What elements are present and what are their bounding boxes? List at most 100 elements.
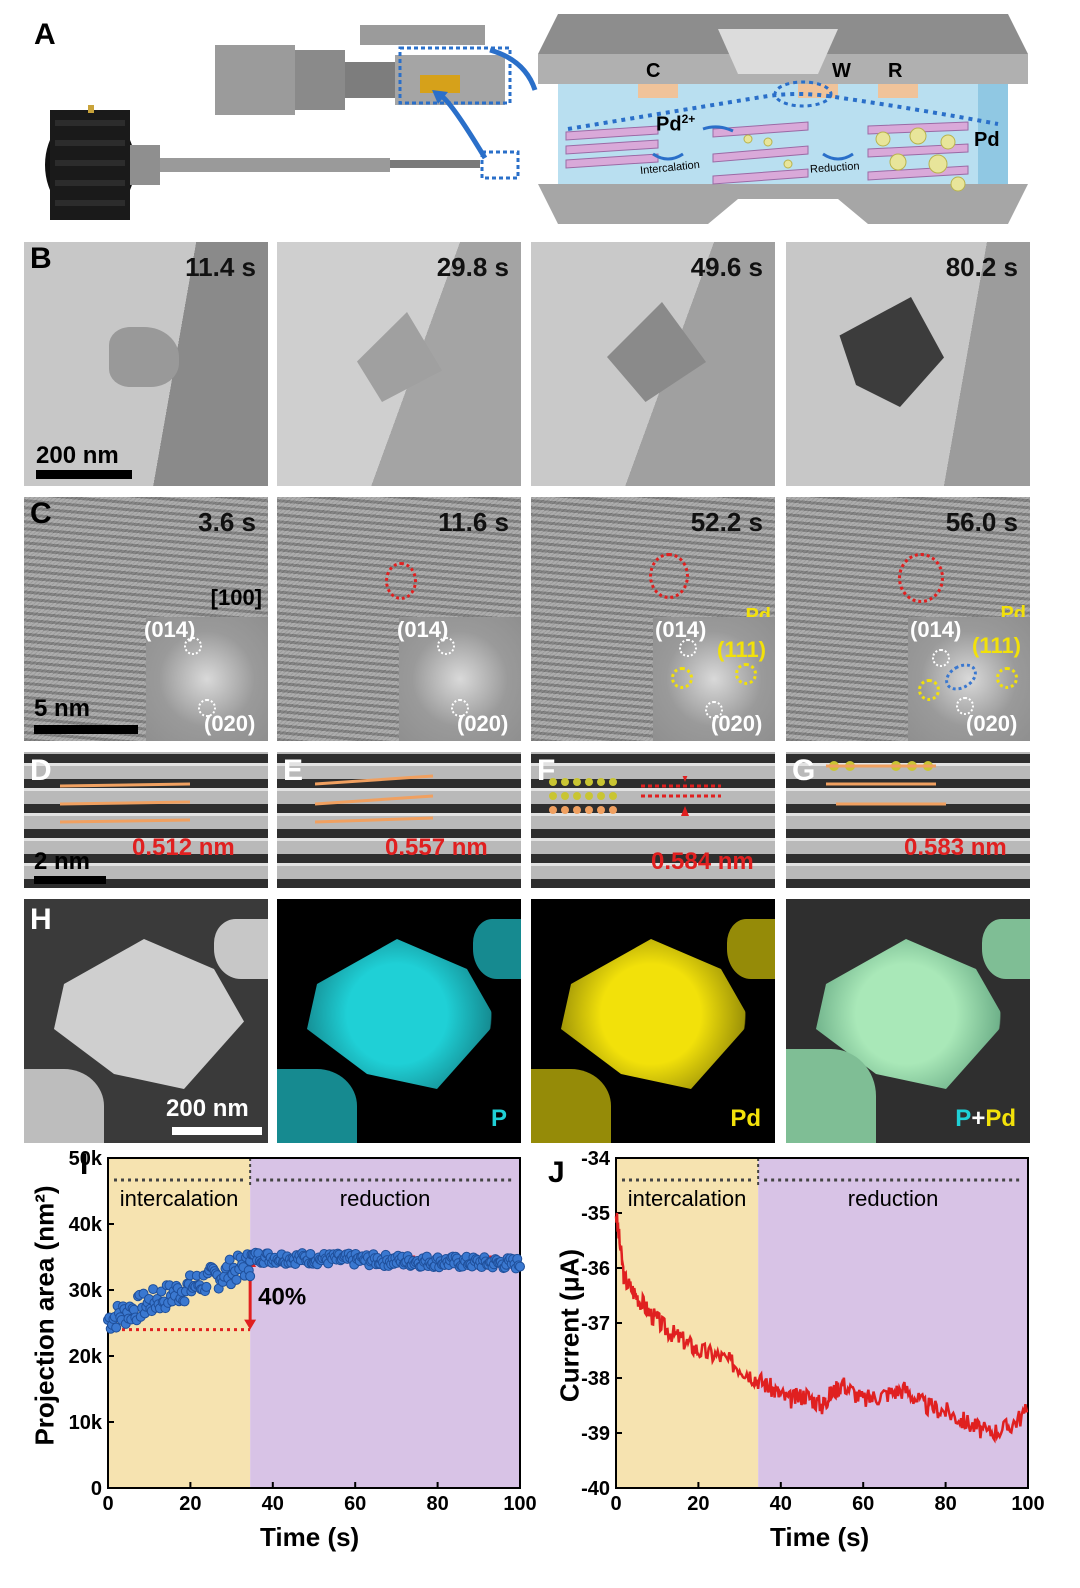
holder-illustration — [45, 25, 538, 220]
tem-b-1: B 11.4 s 200 nm — [24, 242, 268, 486]
atom-overlay — [315, 774, 434, 824]
arrow-head — [244, 1319, 257, 1330]
time-label: 11.4 s — [185, 252, 256, 282]
fft-inset — [146, 617, 268, 741]
x-tick-label: 20 — [179, 1493, 201, 1515]
fringe-g: G 0.583 nm — [786, 752, 1030, 888]
fringe-e: E 0.557 nm — [277, 752, 521, 888]
fft-inset — [653, 617, 775, 741]
particle — [839, 297, 944, 407]
hrtem-c-1: C 3.6 s [100] (014) (020) 5 nm — [24, 497, 268, 741]
panel-label-b: B — [30, 242, 52, 275]
data-point — [515, 1261, 525, 1272]
time-label: 3.6 s — [198, 507, 256, 537]
time-label: 80.2 s — [945, 252, 1018, 282]
ion-label: Pd2+ — [656, 112, 696, 136]
time-label: 49.6 s — [690, 252, 763, 282]
haadf-image: H 200 nm — [24, 899, 268, 1143]
panel-label-d: D — [30, 754, 52, 787]
nucleus-marker — [385, 562, 417, 600]
zone-axis-label: [100] — [210, 585, 262, 610]
x-tick-label: 100 — [1011, 1493, 1044, 1515]
spot-111-label: (111) — [972, 633, 1021, 658]
spot-014-label: (014) — [397, 617, 449, 642]
region-label: intercalation — [120, 1186, 239, 1211]
eds-map-overlay: P+Pd — [786, 899, 1030, 1143]
y-tick-label: -36 — [581, 1258, 610, 1280]
region-reduction — [250, 1158, 520, 1488]
x-tick-label: 0 — [102, 1493, 113, 1515]
x-tick-label: 40 — [262, 1493, 284, 1515]
nucleus-marker — [649, 553, 689, 599]
element-label-pd: Pd — [730, 1105, 761, 1132]
d-spacing-label: 0.512 nm — [132, 834, 235, 861]
cell-body — [538, 14, 1028, 224]
y-tick-label: 0 — [91, 1478, 102, 1500]
y-tick-label: 30k — [69, 1280, 103, 1302]
region-label: reduction — [340, 1186, 431, 1211]
panel-label-i: I — [80, 1148, 89, 1181]
x-tick-label: 60 — [852, 1493, 874, 1515]
electrode-r-label: R — [888, 60, 903, 82]
scale-bar — [172, 1127, 262, 1135]
particle — [109, 327, 179, 387]
y-tick-label: -39 — [581, 1423, 610, 1445]
data-point — [231, 1274, 242, 1285]
y-tick-label: -37 — [581, 1313, 610, 1335]
data-point — [305, 1248, 316, 1259]
chart-i-xlabel: Time (s) — [260, 1522, 360, 1552]
x-tick-label: 80 — [934, 1493, 956, 1515]
time-label: 11.6 s — [438, 507, 509, 537]
x-tick-label: 20 — [687, 1493, 709, 1515]
chart-i-plot: intercalation reduction 0 20 40 60 80 100 0 10k 20… — [69, 1150, 537, 1515]
scale-bar — [34, 725, 138, 734]
y-tick-label: 50k — [69, 1150, 103, 1170]
panel-label-e: E — [283, 754, 304, 787]
percent-annotation: 40% — [258, 1284, 306, 1311]
x-tick-label: 80 — [426, 1493, 448, 1515]
scale-bar — [36, 470, 132, 479]
data-point — [201, 1281, 212, 1292]
current-series-line — [614, 1212, 1029, 1444]
panel-label-a: A — [34, 18, 56, 51]
scale-label: 200 nm — [166, 1095, 249, 1122]
spot-020-label: (020) — [711, 711, 763, 736]
atom-overlay — [60, 782, 191, 824]
data-point — [148, 1284, 159, 1295]
data-point — [156, 1286, 167, 1297]
y-tick-label: -38 — [581, 1368, 610, 1390]
x-tick-label: 40 — [770, 1493, 792, 1515]
liquid-cell-schematic: C W R Pd2+ Pd Intercalation Reduction — [538, 14, 1028, 224]
d-spacing-label: 0.584 nm — [651, 848, 754, 875]
region-label: reduction — [848, 1186, 939, 1211]
data-point — [245, 1271, 256, 1282]
panel-label-c: C — [30, 497, 52, 530]
tem-b-3: 49.6 s — [531, 242, 775, 486]
metal-label: Pd — [974, 129, 1000, 151]
spot-014-label: (014) — [655, 617, 707, 642]
chart-j-plot: intercalation reduction 0 20 40 60 80 100 -34 -35… — [581, 1150, 1045, 1515]
particle — [54, 939, 244, 1089]
tem-b-4: 80.2 s — [786, 242, 1030, 486]
fringe-f: F 0.584 nm — [531, 752, 775, 888]
spot-014-label: (014) — [144, 617, 196, 642]
tem-b-2: 29.8 s — [277, 242, 521, 486]
spot-014-label: (014) — [910, 617, 962, 642]
atom-overlay — [549, 776, 721, 816]
chart-j-xlabel: Time (s) — [770, 1522, 870, 1552]
hrtem-c-4: 56.0 s Pd (014) (111) (020) — [786, 497, 1030, 741]
eds-map-pd: Pd — [531, 899, 775, 1143]
x-tick-label: 100 — [503, 1493, 536, 1515]
x-tick-label: 60 — [344, 1493, 366, 1515]
scale-bar — [34, 876, 106, 884]
fft-inset — [908, 617, 1030, 741]
d-spacing-label: 0.557 nm — [385, 834, 488, 861]
spot-020-label: (020) — [966, 711, 1018, 736]
panel-label-f: F — [537, 754, 556, 787]
panel-label-g: G — [792, 754, 816, 787]
scale-label: 200 nm — [36, 442, 119, 469]
data-point — [179, 1296, 190, 1307]
time-label: 56.0 s — [945, 507, 1018, 537]
element-label-overlay: P+Pd — [955, 1105, 1016, 1132]
tip-highlight — [480, 150, 520, 180]
